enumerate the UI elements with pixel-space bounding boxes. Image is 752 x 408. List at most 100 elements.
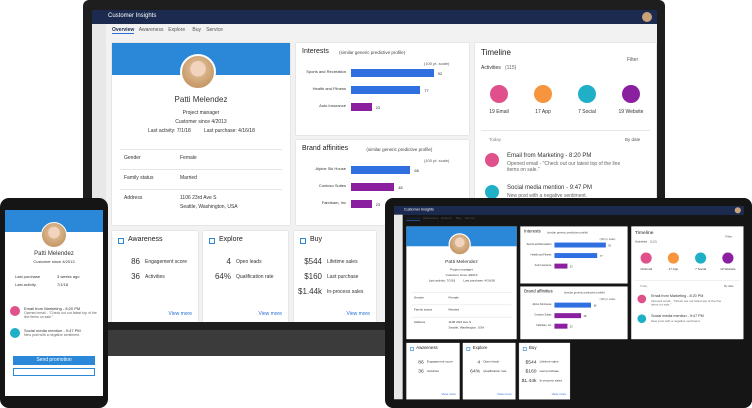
- category-label: Alpine Ski House: [315, 166, 346, 171]
- user-avatar[interactable]: [642, 12, 652, 22]
- tab[interactable]: Explore: [441, 216, 452, 221]
- role: Project manager: [450, 267, 473, 272]
- card-icon: [209, 238, 215, 244]
- sort[interactable]: By date: [724, 284, 734, 288]
- category-label: Health and Fitness: [312, 86, 346, 91]
- role: Project manager: [182, 110, 220, 116]
- card-icon: [410, 347, 414, 351]
- avatar: [41, 222, 67, 248]
- channel-label: 17 App: [535, 109, 551, 115]
- tab[interactable]: Overview: [406, 216, 421, 221]
- bar: [351, 183, 395, 191]
- timeline-title: Timeline: [481, 48, 511, 57]
- tab[interactable]: Service: [206, 27, 223, 33]
- divider: [411, 316, 512, 318]
- tab[interactable]: Awareness: [138, 27, 164, 33]
- category-label: Fabrikam, Inc: [536, 323, 552, 327]
- channel-icon[interactable]: [534, 85, 552, 103]
- tab[interactable]: Overview: [112, 27, 135, 34]
- metric-label: Qualification rate: [236, 274, 274, 280]
- channel-label: 19 Email: [489, 109, 509, 115]
- category-label: Sports and Recreation: [526, 242, 552, 246]
- bar: [351, 103, 372, 111]
- bar: [351, 86, 421, 94]
- item-icon: [637, 314, 647, 324]
- metric-value: 4: [226, 257, 231, 266]
- scale-label: (100 pt. scale): [599, 237, 616, 241]
- category-label: Fabrikam, Inc: [321, 200, 346, 205]
- category-label: Health and Fitness: [530, 253, 552, 257]
- card-title: Explore: [219, 236, 243, 243]
- view-more[interactable]: View more: [497, 392, 512, 397]
- value-label: 77: [599, 254, 603, 258]
- name: Patti Melendez: [174, 95, 228, 104]
- field-value: Seattle, Washington, USA: [180, 204, 238, 210]
- metric-value: $160: [304, 272, 322, 281]
- metric-label: Engagement score: [426, 360, 453, 364]
- channel-icon[interactable]: [490, 85, 508, 103]
- chart-subtitle: (similar generic predictive profile): [563, 290, 605, 294]
- divider: [411, 304, 512, 306]
- card-icon: [522, 347, 527, 351]
- last-purchase: Last purchase: 4/16/18: [463, 279, 495, 283]
- tab[interactable]: Buy: [456, 216, 462, 221]
- bar: [351, 69, 434, 77]
- field-value: Female: [180, 155, 197, 161]
- view-more[interactable]: View more: [441, 392, 456, 397]
- metric-label: Lifetime sales: [327, 259, 358, 265]
- view-more[interactable]: View more: [551, 392, 567, 397]
- item-title: Email from Marketing - 8:20 PM: [507, 153, 592, 159]
- value-label: 23: [569, 264, 573, 268]
- divider: [120, 169, 282, 170]
- chart-title: Brand affinities: [302, 145, 349, 152]
- summary-card: Awareness 86 Engagement score 36 Activities V…: [112, 231, 198, 322]
- card-title: Awareness: [416, 346, 438, 351]
- tab[interactable]: Explore: [168, 27, 186, 33]
- value-label: 48: [583, 314, 587, 318]
- metric-value: 64%: [470, 368, 481, 374]
- filter[interactable]: Filter: [627, 57, 639, 63]
- activity-count: (115): [649, 240, 657, 244]
- tab[interactable]: Awareness: [422, 216, 439, 221]
- item-text: New post with a negative sentiment.: [507, 193, 588, 199]
- channel-icon[interactable]: [667, 252, 679, 264]
- field-value: Female: [448, 295, 459, 300]
- channel-icon[interactable]: [578, 85, 596, 103]
- card-title: Awareness: [128, 236, 163, 243]
- view-more[interactable]: View more: [346, 311, 370, 317]
- metric-label: Open leads: [236, 259, 262, 265]
- channel-icon[interactable]: [640, 252, 652, 264]
- item-icon: [637, 294, 647, 304]
- user-avatar[interactable]: [734, 207, 741, 214]
- scale-label: (100 pt. scale): [424, 61, 450, 66]
- item-title: Social media mention - 9:47 PM: [651, 314, 704, 319]
- interests-card: Interests (similar generic predictive pro…: [520, 226, 628, 284]
- channel-icon[interactable]: [695, 252, 707, 264]
- item-text: Opened email - "Check out our latest top…: [507, 161, 621, 173]
- channel-icon[interactable]: [722, 252, 734, 264]
- today: Today: [489, 137, 502, 142]
- since: Customer since 4/2013: [175, 119, 227, 125]
- view-more[interactable]: View more: [258, 311, 282, 317]
- metric-label: Activities: [426, 369, 440, 374]
- value-label: 92: [608, 243, 611, 247]
- phone-value: 7/1/18: [57, 282, 69, 287]
- view-more[interactable]: View more: [168, 311, 192, 317]
- phone-value: 3 weeks ago: [57, 274, 80, 279]
- timeline-title: Timeline: [634, 229, 654, 236]
- chart-title: Interests: [524, 229, 541, 234]
- card-title: Buy: [529, 346, 537, 351]
- sort[interactable]: By date: [625, 137, 641, 142]
- item-title: Social media mention - 9:47 PM: [24, 328, 81, 333]
- secondary-button[interactable]: [13, 368, 95, 376]
- filter[interactable]: Filter: [725, 235, 733, 239]
- field-value: 1106 23rd Ave S: [448, 320, 472, 325]
- tab[interactable]: Buy: [192, 27, 202, 33]
- tab[interactable]: Service: [464, 216, 476, 221]
- field-label: Gender: [124, 155, 141, 161]
- app-title: Customer Insights: [108, 13, 157, 19]
- channel-icon[interactable]: [622, 85, 640, 103]
- send-button[interactable]: Send promotion: [13, 356, 95, 365]
- card-title: Buy: [310, 236, 323, 243]
- item-title: Social media mention - 9:47 PM: [507, 185, 593, 191]
